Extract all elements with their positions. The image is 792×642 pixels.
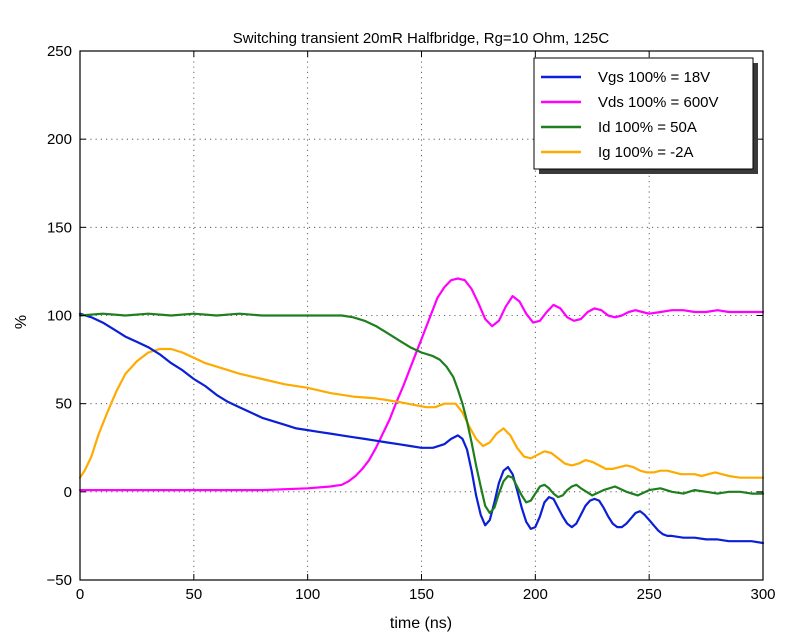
y-tick-label: 200 [47,131,72,148]
x-axis-label: time (ns) [390,615,452,632]
series-line-vds [78,277,765,492]
legend-label: Ig 100% = -2A [598,144,693,161]
y-tick-label: 250 [47,43,72,60]
x-tick-label: 200 [523,586,548,603]
x-tick-label: 50 [185,586,202,603]
x-tick-label: 300 [750,586,775,603]
legend-label: Vgs 100% = 18V [598,69,710,86]
y-tick-label: 0 [64,484,72,501]
y-tick-label: −50 [47,572,72,589]
y-tick-label: 50 [55,396,72,413]
legend-entries: Vgs 100% = 18V Vds 100% = 600V Id 100% = 5… [541,69,719,161]
y-axis-label: % [13,315,30,329]
legend-label: Vds 100% = 600V [598,94,719,111]
y-tick-label: 150 [47,219,72,236]
legend-label: Id 100% = 50A [598,119,697,136]
series-line-id [78,312,765,515]
series-line-ig [78,347,765,479]
x-tick-label: 0 [76,586,84,603]
chart-title: Switching transient 20mR Halfbridge, Rg=… [233,30,610,47]
x-tick-label: 100 [295,586,320,603]
legend: Vgs 100% = 18V Vds 100% = 600V Id 100% = 5… [533,57,758,174]
x-tick-label: 150 [409,586,434,603]
series-line-vgs [78,312,765,545]
series-layer [78,277,765,545]
x-tick-label: 250 [637,586,662,603]
y-tick-label: 100 [47,308,72,325]
